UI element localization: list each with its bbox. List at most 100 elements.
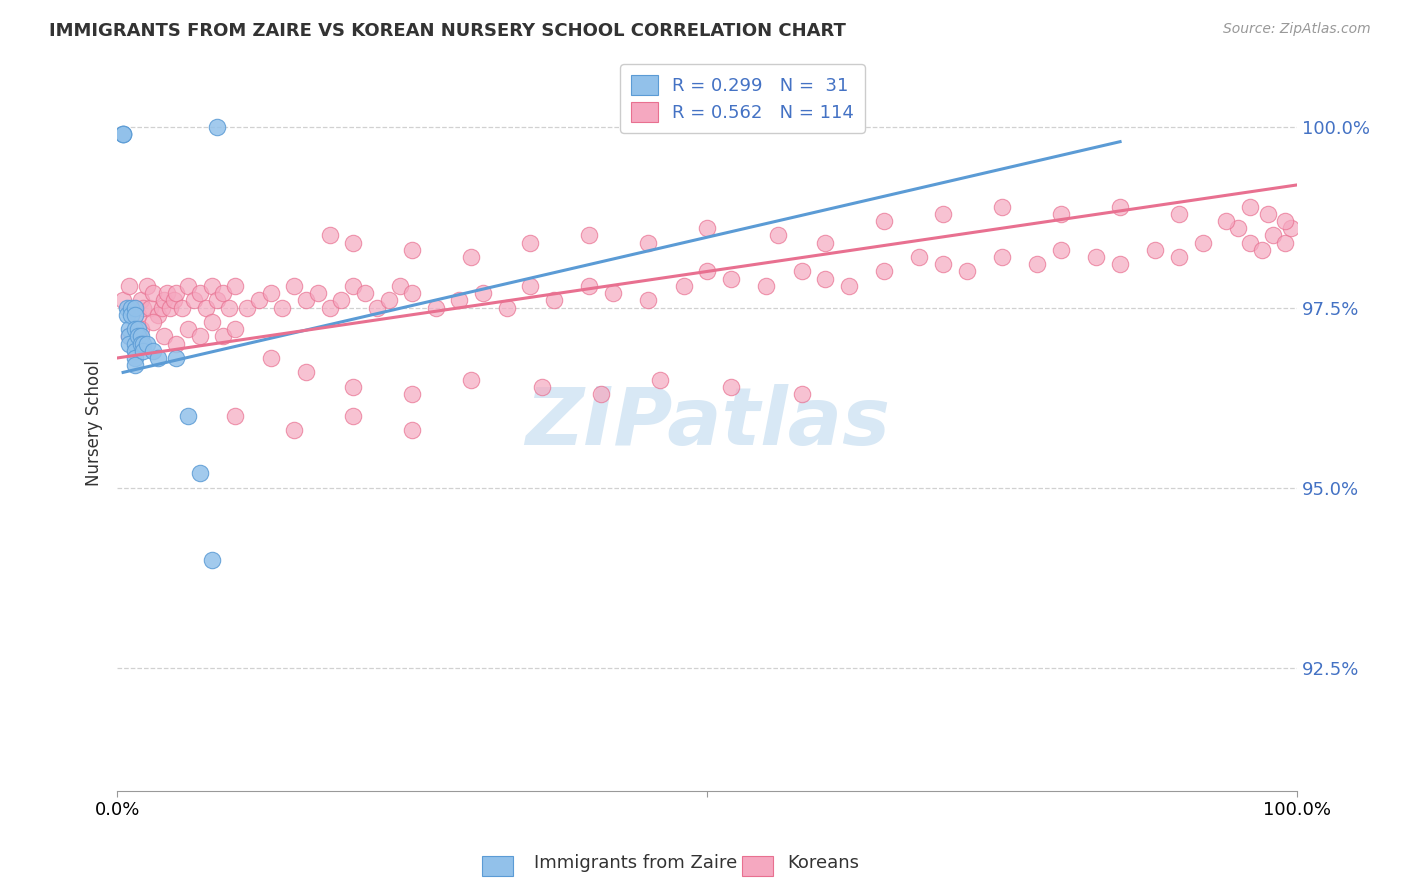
Point	[283, 423, 305, 437]
Point	[120, 308, 142, 322]
Point	[790, 264, 813, 278]
Point	[259, 286, 281, 301]
Point	[543, 293, 565, 308]
Point	[183, 293, 205, 308]
Point	[115, 301, 138, 315]
Point	[156, 286, 179, 301]
Point	[460, 250, 482, 264]
Point	[177, 409, 200, 423]
Point	[342, 235, 364, 250]
Point	[188, 286, 211, 301]
Point	[124, 308, 146, 322]
Point	[1144, 243, 1167, 257]
Point	[519, 278, 541, 293]
Point	[124, 343, 146, 358]
Point	[602, 286, 624, 301]
Point	[932, 207, 955, 221]
Point	[148, 351, 170, 365]
Point	[172, 301, 194, 315]
Legend: R = 0.299   N =  31, R = 0.562   N = 114: R = 0.299 N = 31, R = 0.562 N = 114	[620, 64, 865, 133]
Point	[589, 387, 612, 401]
Point	[118, 329, 141, 343]
Point	[129, 322, 152, 336]
Text: ZIPatlas: ZIPatlas	[524, 384, 890, 462]
Point	[132, 301, 155, 315]
Point	[1050, 243, 1073, 257]
Point	[224, 278, 246, 293]
Point	[200, 278, 222, 293]
Point	[908, 250, 931, 264]
Point	[1168, 207, 1191, 221]
Point	[129, 329, 152, 343]
Point	[1050, 207, 1073, 221]
Point	[132, 343, 155, 358]
Point	[330, 293, 353, 308]
Point	[127, 308, 149, 322]
Point	[696, 264, 718, 278]
Point	[1109, 200, 1132, 214]
Point	[142, 286, 165, 301]
Point	[307, 286, 329, 301]
Point	[873, 264, 896, 278]
Point	[124, 322, 146, 336]
Point	[165, 351, 187, 365]
Point	[159, 301, 181, 315]
Point	[838, 278, 860, 293]
Point	[932, 257, 955, 271]
Point	[401, 387, 423, 401]
Point	[720, 271, 742, 285]
Point	[318, 228, 340, 243]
Point	[1227, 221, 1250, 235]
Point	[1279, 221, 1302, 235]
Point	[1274, 235, 1296, 250]
Point	[124, 336, 146, 351]
Point	[720, 380, 742, 394]
Point	[135, 278, 157, 293]
Point	[224, 409, 246, 423]
Point	[1168, 250, 1191, 264]
Point	[696, 221, 718, 235]
Point	[471, 286, 494, 301]
Point	[425, 301, 447, 315]
Point	[495, 301, 517, 315]
Point	[212, 286, 235, 301]
Point	[460, 373, 482, 387]
Point	[139, 301, 162, 315]
Point	[956, 264, 979, 278]
Point	[519, 235, 541, 250]
Point	[127, 329, 149, 343]
Point	[672, 278, 695, 293]
Y-axis label: Nursery School: Nursery School	[86, 360, 103, 486]
Point	[1109, 257, 1132, 271]
Point	[342, 409, 364, 423]
Point	[129, 293, 152, 308]
Point	[112, 128, 135, 142]
Point	[814, 271, 837, 285]
Point	[1239, 235, 1261, 250]
Point	[212, 329, 235, 343]
Point	[401, 286, 423, 301]
Point	[578, 228, 600, 243]
Point	[366, 301, 388, 315]
Point	[127, 322, 149, 336]
Point	[295, 365, 318, 379]
Point	[790, 387, 813, 401]
Point	[177, 322, 200, 336]
Point	[188, 329, 211, 343]
Point	[637, 293, 659, 308]
Point	[342, 380, 364, 394]
Point	[401, 423, 423, 437]
Point	[814, 235, 837, 250]
Point	[342, 278, 364, 293]
Point	[142, 315, 165, 329]
Point	[1085, 250, 1108, 264]
Point	[236, 301, 259, 315]
Point	[112, 293, 135, 308]
Point	[118, 278, 141, 293]
Point	[142, 343, 165, 358]
Point	[766, 228, 789, 243]
Point	[1257, 207, 1279, 221]
Text: Immigrants from Zaire: Immigrants from Zaire	[534, 855, 738, 872]
Point	[150, 301, 173, 315]
Point	[148, 308, 170, 322]
